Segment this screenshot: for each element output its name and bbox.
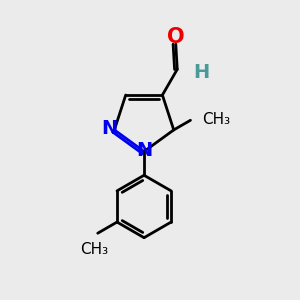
Text: O: O <box>167 28 184 47</box>
Text: CH₃: CH₃ <box>202 112 230 127</box>
Text: CH₃: CH₃ <box>80 242 108 256</box>
Text: N: N <box>101 119 117 138</box>
Text: N: N <box>136 141 153 160</box>
Text: H: H <box>193 63 209 82</box>
